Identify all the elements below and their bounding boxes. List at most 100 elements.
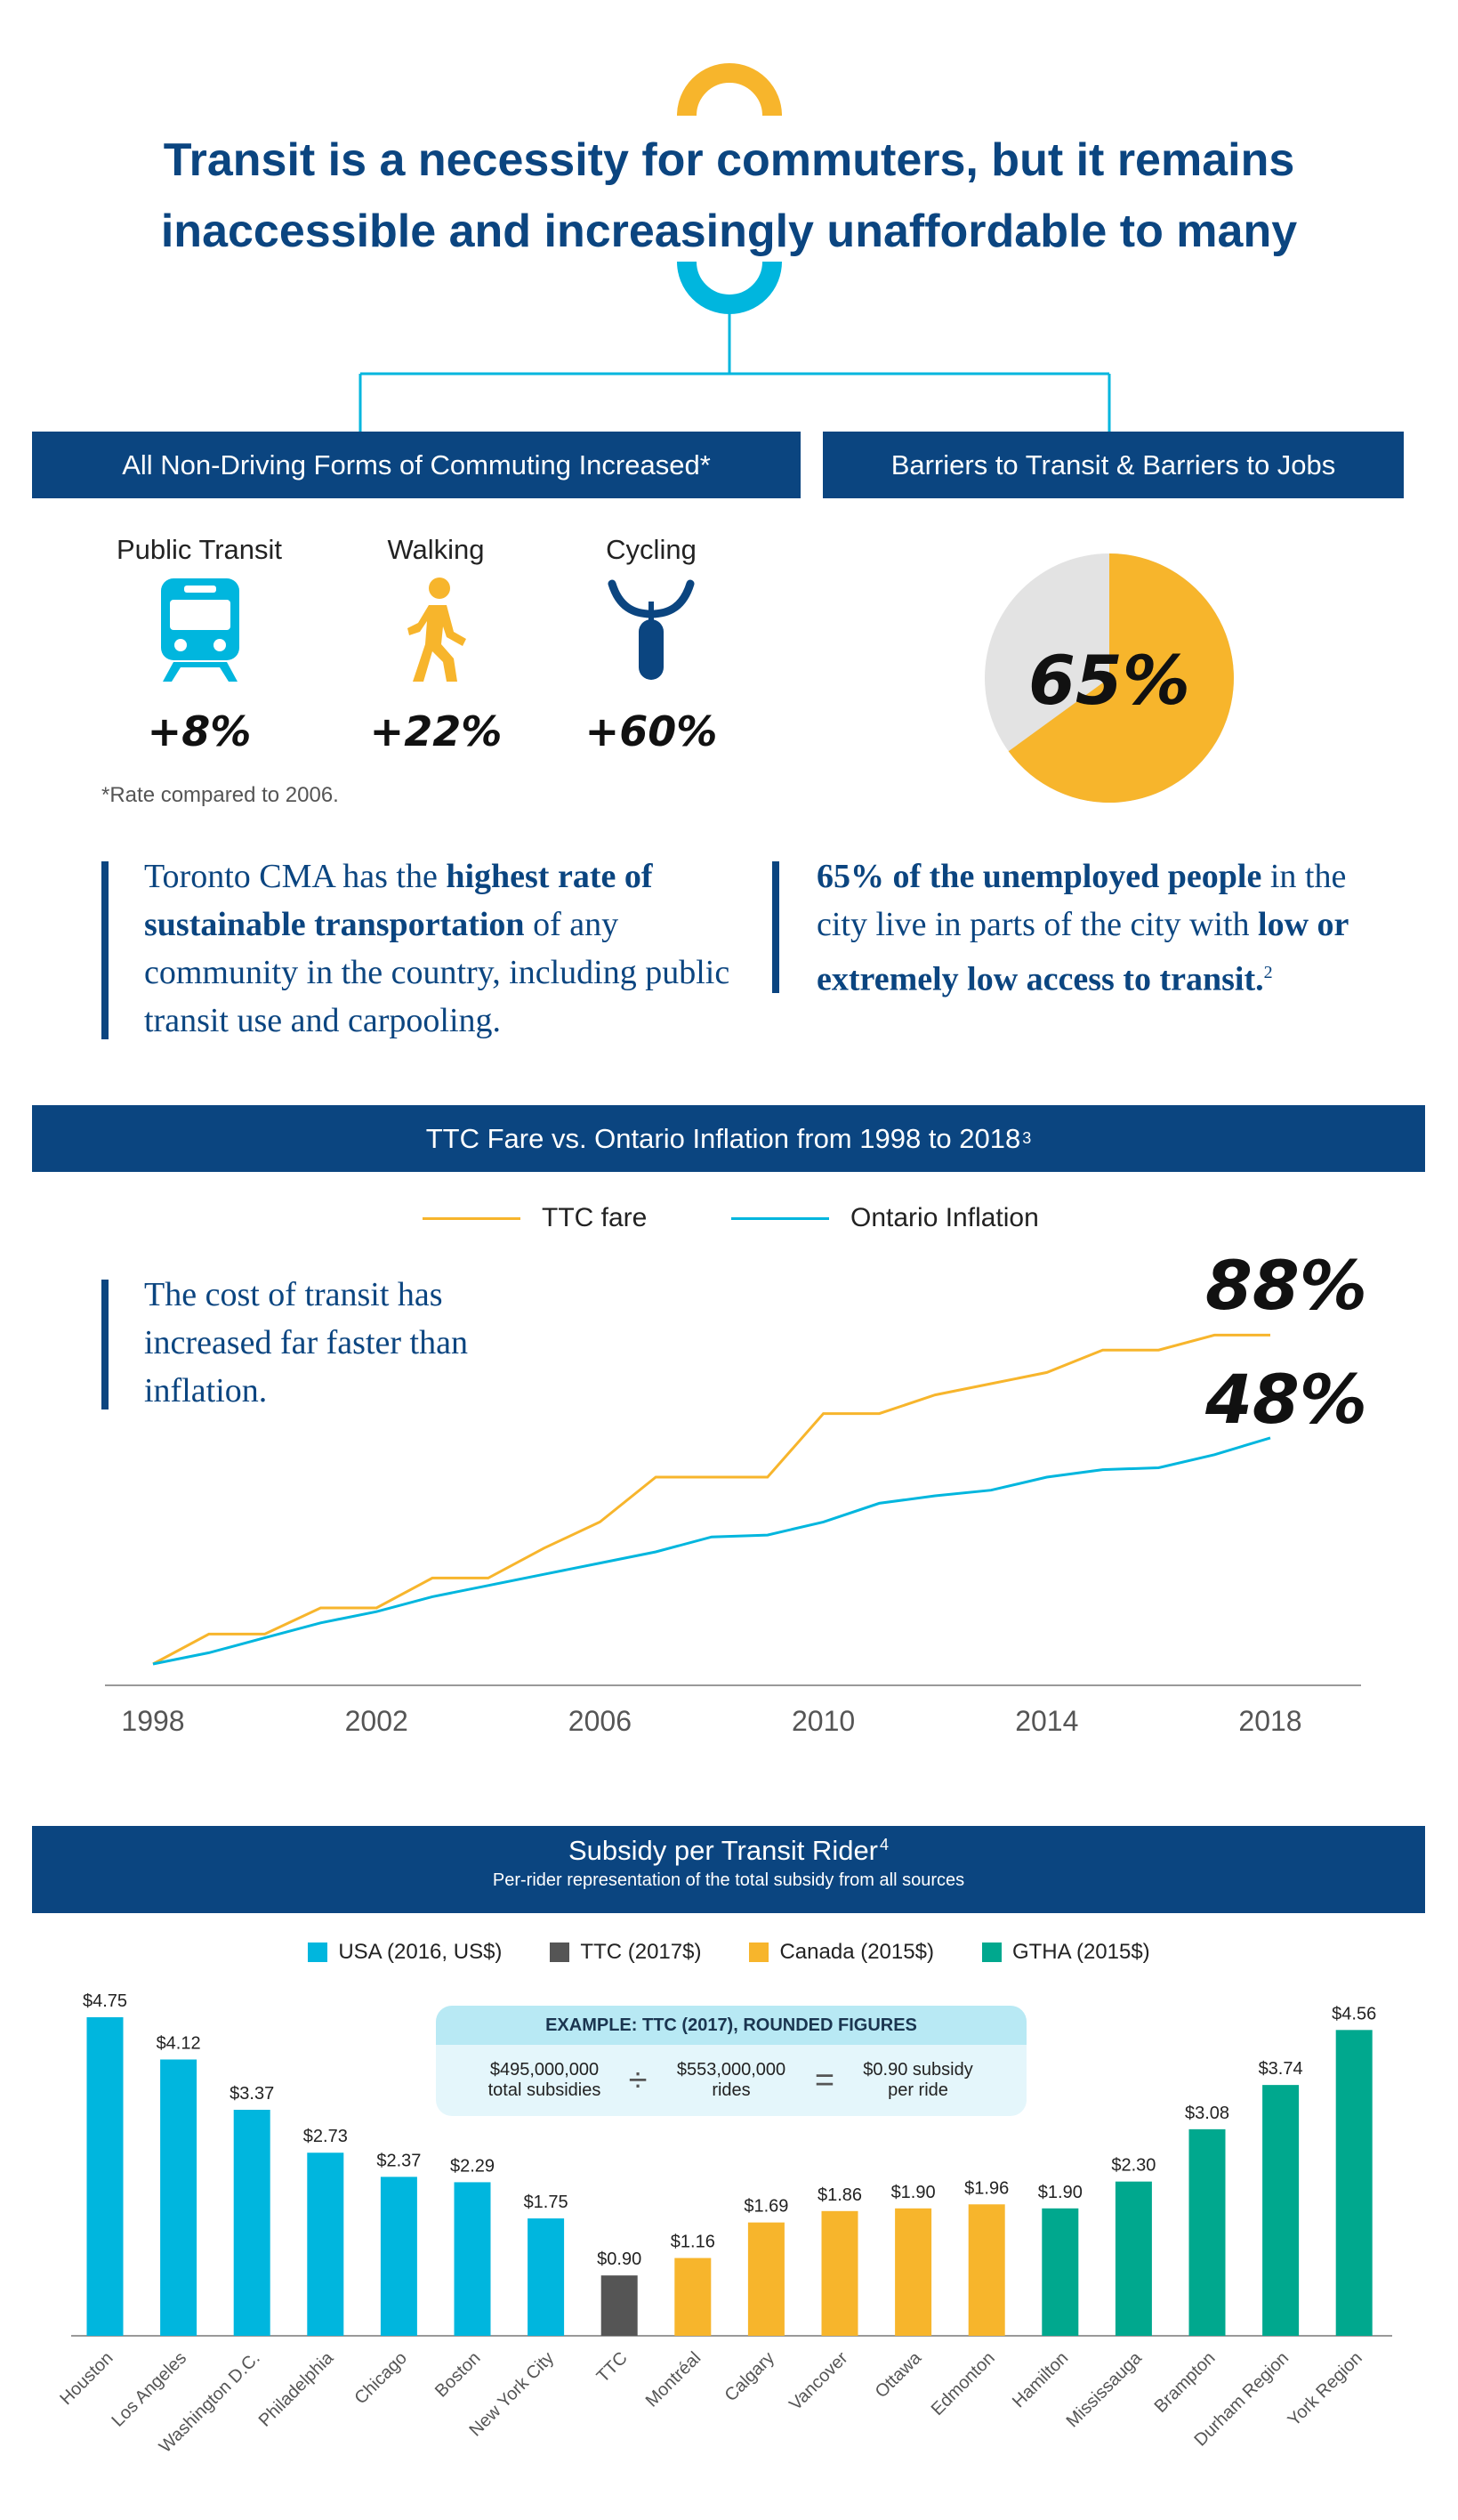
- fare-legend-ttc: TTC fare: [423, 1203, 647, 1233]
- bar-value-label: $4.56: [1332, 2004, 1376, 2023]
- ttc-fare-line: [152, 1333, 1270, 1666]
- subsidy-legend-ttc-swatch: [550, 1942, 570, 1962]
- mode-value-cycling: +60%: [584, 707, 718, 755]
- bar-category-label: Los Angeles: [109, 2348, 191, 2431]
- bar-category-label: Boston: [431, 2348, 485, 2402]
- subsidy-bar: [307, 2152, 344, 2336]
- subsidy-bar: [233, 2110, 270, 2336]
- bar-category-label: TTC: [593, 2348, 632, 2387]
- bar-value-label: $1.90: [1038, 2183, 1083, 2202]
- bar-value-label: $4.12: [157, 2033, 201, 2053]
- ontario-inflation-line: [152, 1436, 1271, 1666]
- bar-category-label: Ottawa: [872, 2347, 926, 2402]
- unemployed-text-highlight-2: low or extremely low access to transit.: [817, 906, 1349, 998]
- subsidy-bar: [674, 2258, 712, 2336]
- subsidy-bar: [160, 2059, 197, 2336]
- unemployed-text-part-1: in the city live in parts of the city wi…: [817, 858, 1347, 943]
- equals-symbol: =: [814, 2061, 835, 2099]
- subsidy-bar: [528, 2218, 565, 2336]
- subsidy-bar: [1188, 2128, 1226, 2336]
- sustainable-text-part-2: of any community in the country, includi…: [144, 906, 730, 1039]
- bar-value-label: $4.75: [83, 1993, 127, 2011]
- subsidy-subheading: Per-rider representation of the total su…: [492, 1870, 965, 1890]
- sustainable-text-highlight: highest rate of sustainable transportati…: [144, 858, 653, 943]
- x-tick-label: 2014: [1015, 1705, 1078, 1737]
- unemployed-footnote-ref: 2: [1263, 963, 1273, 982]
- divide-symbol: ÷: [628, 2061, 648, 2099]
- subsidy-bar: [1042, 2208, 1079, 2336]
- example-rides-label: rides: [712, 2080, 751, 2100]
- mode-label-transit: Public Transit: [116, 534, 283, 565]
- x-tick-label: 2010: [792, 1705, 855, 1737]
- bar-value-label: $3.08: [1185, 2104, 1229, 2123]
- bar-value-label: $0.90: [597, 2249, 641, 2269]
- fare-legend-inflation-swatch: [731, 1216, 829, 1220]
- x-tick-label: 2002: [345, 1705, 408, 1737]
- bar-category-label: Philadelphia: [255, 2347, 338, 2430]
- unemployed-pie-chart: [985, 553, 1234, 803]
- bicycle-icon: [608, 579, 695, 680]
- subsidy-legend-usa-label: USA (2016, US$): [338, 1940, 503, 1964]
- fare-legend-ttc-swatch: [423, 1216, 520, 1220]
- fare-quote-bar: [101, 1280, 109, 1409]
- quote-bar-right: [772, 861, 779, 993]
- page-title-line-1: Transit is a necessity for commuters, bu…: [163, 134, 1295, 186]
- barriers-heading: Barriers to Transit & Barriers to Jobs: [890, 448, 1336, 481]
- subsidy-legend-gtha-swatch: [981, 1942, 1002, 1962]
- subsidy-legend-gtha-label: GTHA (2015$): [1011, 1940, 1150, 1964]
- commuting-heading: All Non-Driving Forms of Commuting Incre…: [122, 448, 711, 481]
- bar-category-label: Chicago: [350, 2348, 410, 2408]
- subsidy-legend-usa: USA (2016, US$): [308, 1940, 502, 1965]
- example-box: EXAMPLE: TTC (2017), ROUNDED FIGURES $49…: [436, 2006, 1027, 2116]
- bar-value-label: $2.73: [303, 2127, 348, 2146]
- subsidy-bar: [86, 2017, 124, 2336]
- subsidy-bar: [1335, 2030, 1373, 2336]
- mode-label-cycling: Cycling: [606, 534, 697, 565]
- fare-legend-ttc-label: TTC fare: [542, 1203, 648, 1232]
- bar-value-label: $1.86: [818, 2185, 862, 2205]
- subsidy-legend-ttc-label: TTC (2017$): [580, 1940, 702, 1964]
- example-subsidies-value: $495,000,000: [489, 2060, 600, 2080]
- bar-category-label: Mississauga: [1063, 2347, 1147, 2431]
- inflation-callout: 48%: [1205, 1360, 1367, 1439]
- quote-bar-left: [101, 861, 109, 1039]
- train-icon: [161, 578, 239, 682]
- subsidy-legend-canada: Canada (2015$): [749, 1940, 934, 1965]
- subsidy-bar: [1262, 2085, 1300, 2336]
- bar-category-label: Montréal: [642, 2348, 705, 2411]
- example-title: EXAMPLE: TTC (2017), ROUNDED FIGURES: [436, 2006, 1027, 2045]
- bar-category-label: York Region: [1285, 2348, 1366, 2430]
- subsidy-legend-gtha: GTHA (2015$): [981, 1940, 1150, 1965]
- subsidy-bar: [1115, 2181, 1152, 2336]
- pie-label: 65%: [1028, 641, 1190, 720]
- bar-value-label: $3.37: [230, 2084, 274, 2104]
- subsidy-bar: [600, 2275, 638, 2336]
- subsidy-legend: USA (2016, US$) TTC (2017$) Canada (2015…: [0, 1940, 1458, 1965]
- subsidy-bar: [380, 2177, 417, 2336]
- subsidy-legend-ttc: TTC (2017$): [550, 1940, 701, 1965]
- mode-label-walking: Walking: [387, 534, 485, 565]
- example-subsidies-label: total subsidies: [487, 2080, 601, 2100]
- subsidy-bar: [968, 2204, 1005, 2336]
- fare-chart-heading-ref: 3: [1022, 1129, 1032, 1147]
- bar-value-label: $2.29: [450, 2156, 495, 2176]
- bar-category-label: Vancover: [785, 2348, 851, 2414]
- fare-callout: 88%: [1205, 1246, 1367, 1325]
- bar-category-label: Brampton: [1151, 2348, 1220, 2417]
- bar-category-label: Calgary: [721, 2348, 778, 2405]
- fare-quote: The cost of transit has increased far fa…: [144, 1276, 468, 1409]
- top-arc-decoration: [677, 63, 782, 117]
- mode-value-walking: +22%: [369, 707, 503, 755]
- subsidy-heading-ref: 4: [880, 1835, 890, 1854]
- connector-decoration: [358, 261, 1111, 432]
- bar-value-label: $1.16: [671, 2233, 715, 2252]
- subsidy-bar: [895, 2208, 932, 2336]
- bar-category-label: Hamilton: [1009, 2348, 1072, 2411]
- x-tick-label: 2006: [568, 1705, 632, 1737]
- subsidy-bar: [821, 2210, 858, 2336]
- subsidy-heading: Subsidy per Transit Rider: [568, 1835, 879, 1866]
- subsidy-legend-canada-swatch: [749, 1942, 769, 1962]
- commuting-heading-banner: All Non-Driving Forms of Commuting Incre…: [32, 432, 801, 498]
- bar-value-label: $2.30: [1111, 2156, 1156, 2176]
